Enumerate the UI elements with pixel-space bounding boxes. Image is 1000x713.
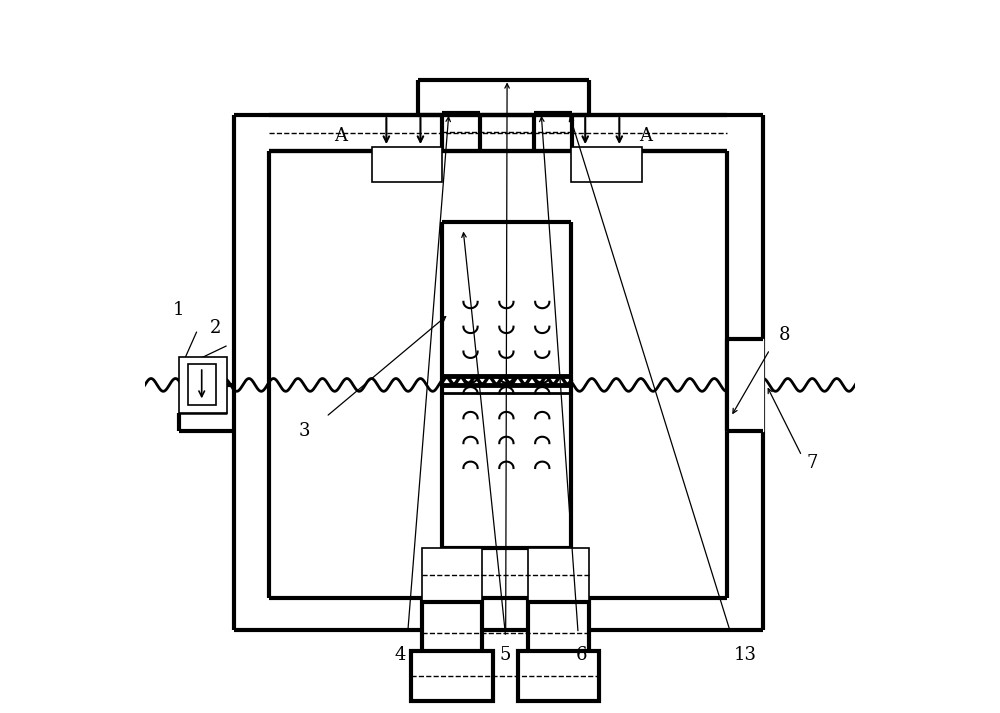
Text: 5: 5	[500, 646, 511, 664]
Bar	[188, 364, 216, 405]
Text: 6: 6	[576, 646, 587, 664]
Text: 8: 8	[778, 326, 790, 344]
Text: 4: 4	[395, 646, 406, 664]
Bar	[422, 548, 482, 602]
Bar	[372, 147, 442, 183]
Bar	[528, 602, 589, 665]
Text: 1: 1	[173, 302, 185, 319]
Text: 3: 3	[299, 422, 310, 440]
Text: 13: 13	[734, 646, 757, 664]
Bar	[422, 602, 482, 665]
Bar	[528, 548, 589, 602]
Bar	[727, 339, 763, 431]
Bar	[518, 651, 599, 701]
Bar	[179, 356, 227, 414]
Text: 7: 7	[807, 454, 818, 472]
Bar	[411, 651, 493, 701]
Text: A: A	[639, 128, 652, 145]
Bar	[571, 147, 642, 183]
Text: A: A	[334, 128, 347, 145]
Text: 2: 2	[210, 319, 222, 337]
